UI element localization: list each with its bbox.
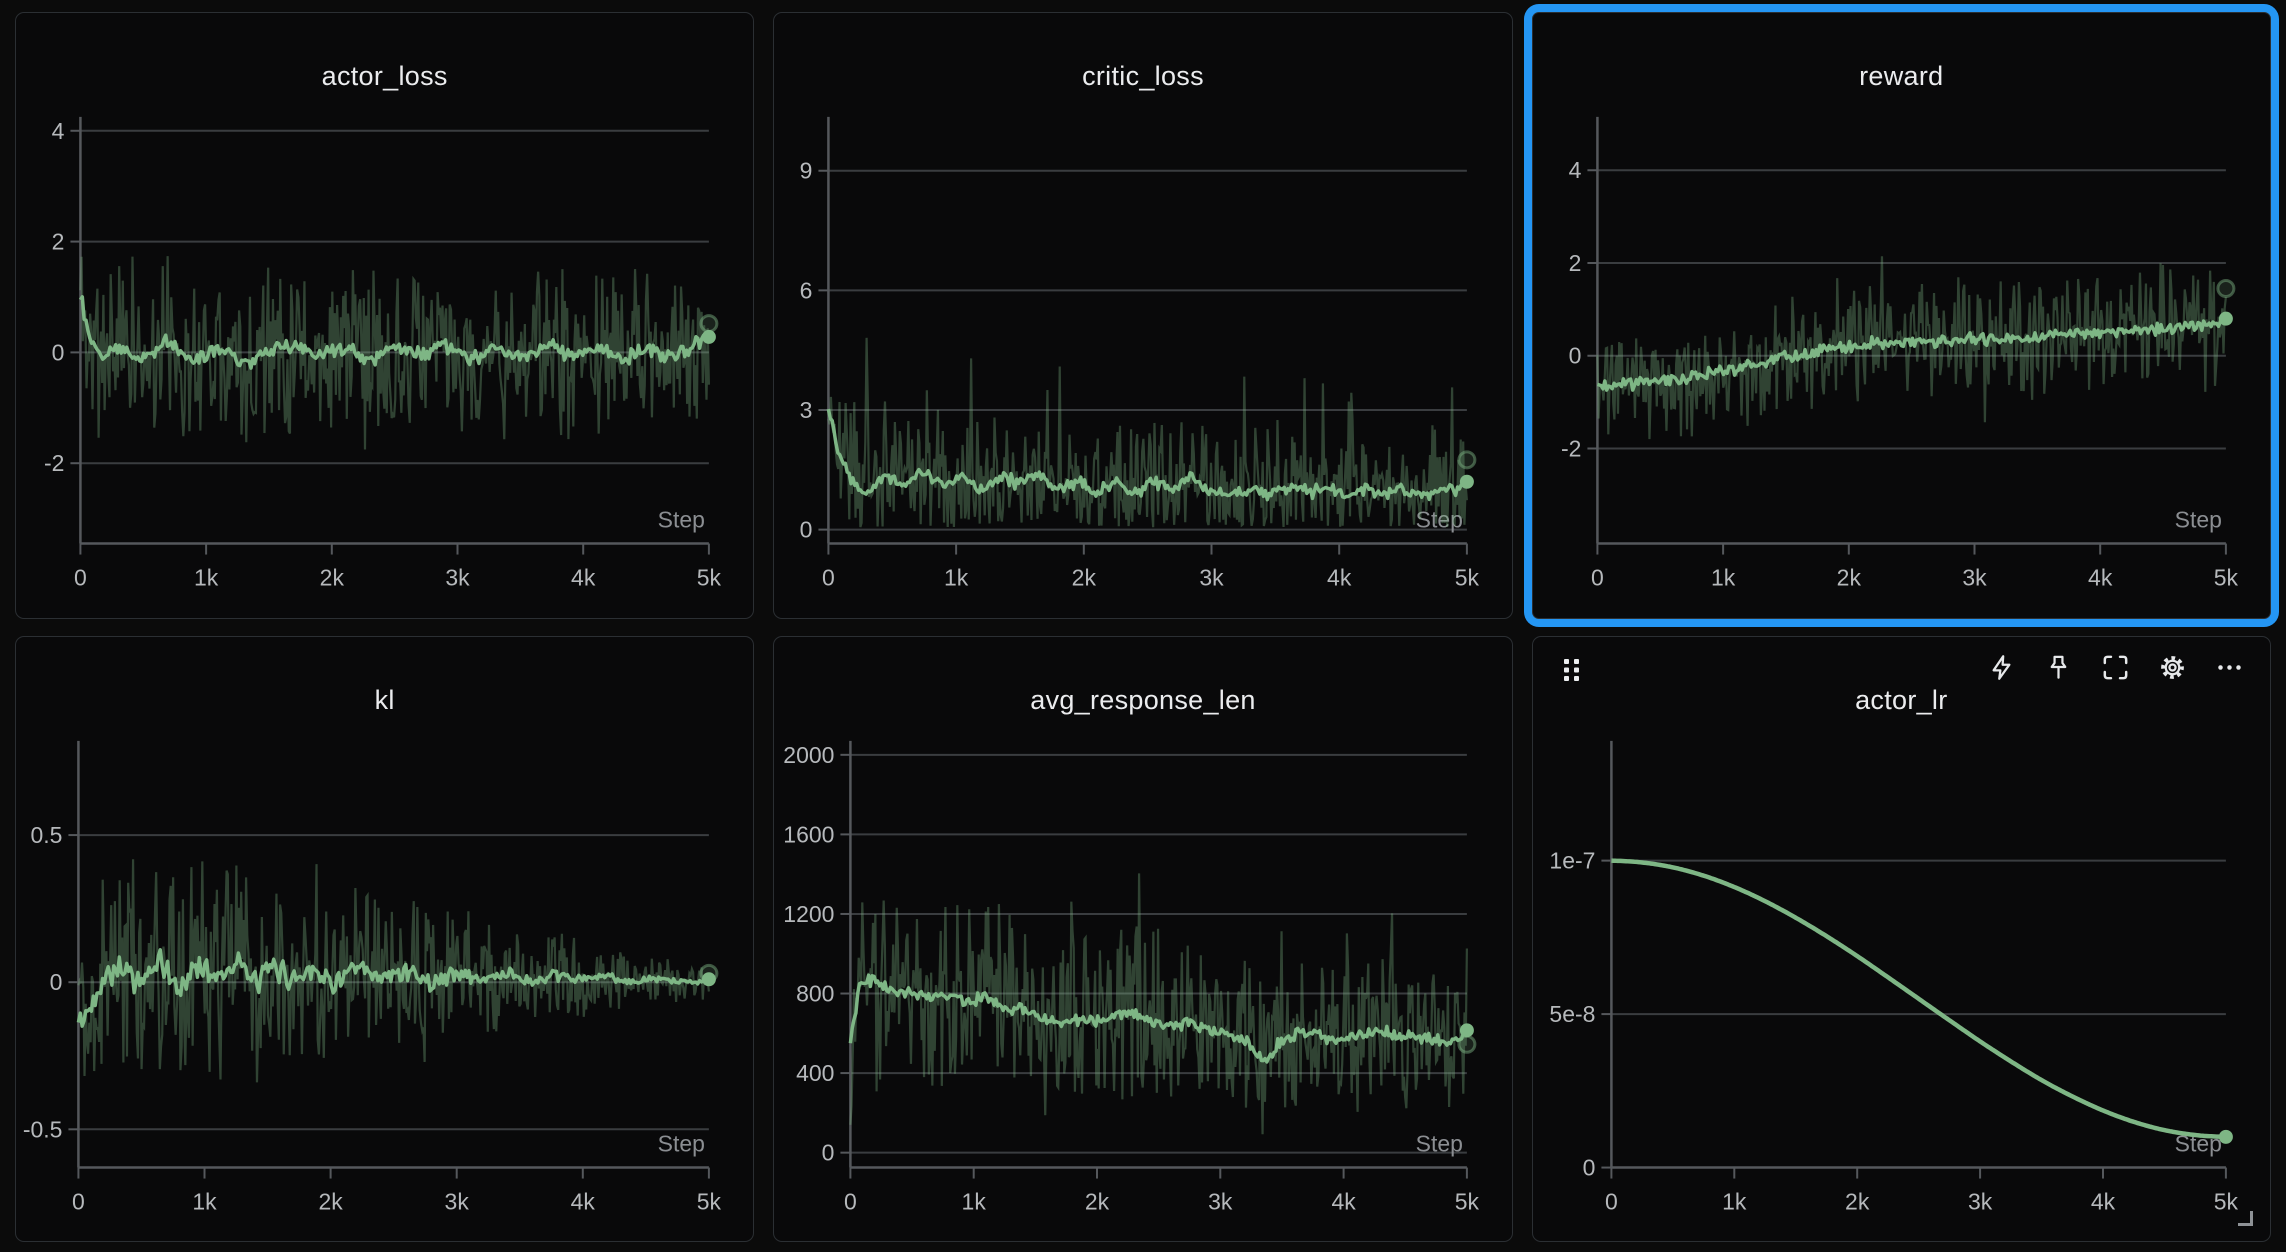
svg-text:2k: 2k [1836,565,1861,591]
gear-icon[interactable] [2159,654,2186,681]
chart-panel-avg-response-len[interactable]: avg_response_len 2000 1600 1200 800 400 0 0 1k 2… [773,635,1513,1242]
svg-text:4k: 4k [2088,565,2113,591]
svg-text:5k: 5k [2213,1188,2238,1214]
svg-text:1200: 1200 [784,900,835,926]
svg-text:0: 0 [1605,1188,1618,1214]
svg-text:0: 0 [50,969,63,995]
svg-text:4k: 4k [2091,1188,2116,1214]
svg-text:4: 4 [52,118,65,144]
svg-text:5k: 5k [697,1188,722,1214]
svg-text:5k: 5k [1455,1188,1480,1214]
svg-text:0: 0 [1568,343,1581,369]
svg-text:4k: 4k [1332,1188,1357,1214]
svg-text:3k: 3k [1200,565,1225,591]
pin-icon[interactable] [2045,654,2072,681]
chart-title-actor-loss: actor_loss [321,61,448,91]
svg-text:0.5: 0.5 [30,822,62,848]
svg-text:0: 0 [74,565,87,591]
svg-text:6: 6 [800,277,813,303]
chart-title-reward: reward [1859,61,1944,91]
svg-text:Step: Step [1416,1130,1463,1156]
svg-text:2: 2 [1568,250,1581,276]
chart-panel-actor-loss[interactable]: actor_loss 4 2 0 -2 0 1k 2k 3k 4k 5k Step [15,12,755,619]
chart-title-actor-lr: actor_lr [1855,684,1948,715]
svg-text:2k: 2k [1072,565,1097,591]
svg-text:-2: -2 [1561,435,1581,461]
chart-actor-loss[interactable]: 4 2 0 -2 0 1k 2k 3k 4k 5k Step [16,13,753,618]
resize-handle[interactable] [2237,1211,2253,1226]
svg-text:4: 4 [1568,157,1581,183]
svg-text:2: 2 [52,229,65,255]
svg-text:0: 0 [1591,565,1604,591]
svg-text:1k: 1k [962,1188,987,1214]
svg-text:2k: 2k [1845,1188,1870,1214]
chart-reward[interactable]: 4 2 0 -2 0 1k 2k 3k 4k 5k Step [1533,13,2270,618]
svg-text:3k: 3k [445,565,470,591]
svg-text:1k: 1k [1711,565,1736,591]
chart-title-critic-loss: critic_loss [1082,61,1204,91]
drag-handle-icon[interactable] [1561,655,1583,685]
svg-text:1k: 1k [194,565,219,591]
svg-text:1k: 1k [192,1188,217,1214]
chart-critic-loss[interactable]: 9 6 3 00 1k 2k 3k 4k 5k Step [774,13,1511,618]
svg-text:3k: 3k [445,1188,470,1214]
chart-kl[interactable]: 0.5 0 -0.5 0 1k 2k 3k 4k 5k Step [16,637,753,1242]
chart-panel-critic-loss[interactable]: critic_loss 9 6 3 0 0 1k 2k 3k 4k 5k Step [773,12,1513,619]
svg-text:5k: 5k [697,565,722,591]
svg-text:1k: 1k [944,565,969,591]
svg-text:0: 0 [52,339,65,365]
svg-text:1e-7: 1e-7 [1549,847,1595,873]
svg-text:4k: 4k [1327,565,1352,591]
svg-text:0: 0 [800,517,813,543]
fullscreen-icon[interactable] [2102,654,2129,681]
chart-title-kl: kl [374,684,395,715]
chart-avg-response-len[interactable]: 2000 1600 1200 800 400 00 1k 2k 3k 4k 5k Step [774,637,1511,1242]
svg-text:Step: Step [2174,507,2221,533]
svg-text:3: 3 [800,397,813,423]
svg-text:3k: 3k [1208,1188,1233,1214]
svg-text:2k: 2k [1085,1188,1110,1214]
chart-panel-actor-lr[interactable]: actor_lr 1e-7 5e-8 0 0 1k 2k 3k 4k 5k Step [1531,635,2271,1242]
panel-toolbar [1988,654,2243,681]
chart-panel-kl[interactable]: kl 0.5 0 -0.5 0 1k 2k 3k 4k 5k Step [15,635,755,1242]
svg-text:1600: 1600 [784,821,835,847]
svg-text:Step: Step [658,1130,705,1156]
svg-text:0: 0 [844,1188,857,1214]
chart-panel-reward[interactable]: reward 4 2 0 -2 0 1k 2k 3k 4k 5k Step [1531,12,2271,619]
ellipsis-icon[interactable] [2216,654,2243,681]
svg-text:2000: 2000 [784,741,835,767]
svg-text:-2: -2 [44,450,64,476]
quick-add-lightning-icon[interactable] [1988,654,2015,681]
svg-text:Step: Step [658,507,705,533]
svg-text:3k: 3k [1968,1188,1993,1214]
svg-text:2k: 2k [320,565,345,591]
svg-text:4k: 4k [571,1188,596,1214]
svg-text:0: 0 [822,1139,835,1165]
svg-text:0: 0 [822,565,835,591]
chart-title-avg-response-len: avg_response_len [1030,684,1256,715]
svg-text:-0.5: -0.5 [23,1116,63,1142]
svg-text:0: 0 [1582,1154,1595,1180]
svg-text:5k: 5k [2213,565,2238,591]
svg-text:400: 400 [796,1060,834,1086]
svg-text:9: 9 [800,158,813,184]
svg-text:5e-8: 5e-8 [1549,1001,1595,1027]
svg-text:Step: Step [1416,507,1463,533]
svg-text:0: 0 [72,1188,85,1214]
svg-text:1k: 1k [1722,1188,1747,1214]
svg-text:800: 800 [796,980,834,1006]
svg-text:4k: 4k [571,565,596,591]
svg-text:5k: 5k [1455,565,1480,591]
svg-text:3k: 3k [1962,565,1987,591]
svg-text:2k: 2k [318,1188,343,1214]
